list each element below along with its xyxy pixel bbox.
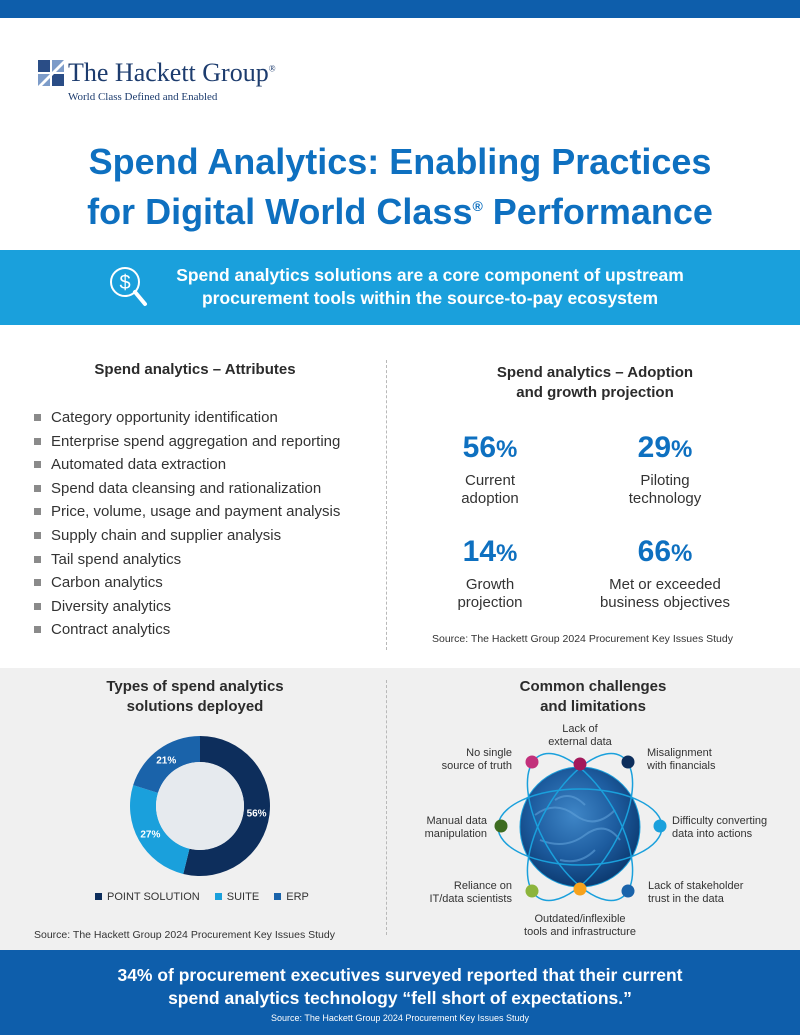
attribute-item: Spend data cleansing and rationalization (34, 479, 340, 503)
challenge-no-single-source: No single source of truth (441, 747, 512, 772)
challenge-manual-data: Manual data manipulation (424, 815, 487, 840)
challenge-difficulty-converting: Difficulty converting data into actions (672, 815, 768, 840)
bullet-icon (34, 579, 41, 587)
legend-item-point-solution: POINT SOLUTION (95, 891, 200, 903)
bullet-icon (34, 555, 41, 563)
challenges-globe-diagram (494, 752, 667, 902)
section-divider (386, 360, 387, 650)
bullet-icon (34, 437, 41, 445)
attribute-item: Automated data extraction (34, 455, 340, 479)
legend-swatch (214, 893, 222, 900)
top-bar (0, 0, 800, 18)
attributes-heading: Spend analytics – Attributes (94, 361, 296, 378)
dollar-search-icon: $ (110, 267, 147, 306)
challenge-stakeholder-trust: Lack of stakeholder trust in the data (648, 880, 744, 905)
donut-data-label: 27% (140, 830, 160, 841)
node-manual-data (494, 819, 508, 833)
bullet-icon (34, 414, 41, 421)
bullet-icon (34, 602, 41, 610)
attribute-item: Supply chain and supplier analysis (34, 526, 340, 550)
attribute-item: Tail spend analytics (34, 550, 340, 574)
svg-text:$: $ (119, 272, 130, 294)
donut-hole (156, 762, 244, 850)
attribute-item: Carbon analytics (34, 573, 340, 597)
orbit-ring (526, 752, 634, 902)
stat-current-adoption: 56% Current adoption (461, 431, 519, 507)
globe-texture (534, 795, 621, 863)
solutions-donut-chart: 56% 27% 21% (129, 736, 270, 876)
solutions-source: Source: The Hackett Group 2024 Procureme… (34, 929, 335, 941)
node-lack-external-data (573, 757, 587, 771)
node-reliance-it (525, 884, 539, 898)
solutions-heading: Types of spend analytics solutions deplo… (106, 678, 284, 715)
node-stakeholder-trust (621, 884, 635, 898)
donut-slice-suite (129, 785, 190, 874)
footer-statement: 34% of procurement executives surveyed r… (117, 965, 683, 1008)
footer-banner: 34% of procurement executives surveyed r… (0, 950, 800, 1035)
section-divider-lower (386, 680, 387, 935)
challenge-reliance-it: Reliance on IT/data scientists (429, 880, 512, 905)
node-misalignment (621, 755, 635, 769)
attribute-item: Contract analytics (34, 620, 340, 644)
attributes-list: Category opportunity identification Enter… (34, 408, 340, 644)
legend-item-suite: SUITE (214, 891, 259, 903)
logo-mark-icon (38, 60, 64, 86)
node-difficulty-converting (653, 819, 667, 833)
banner-text: Spend analytics solutions are a core com… (176, 265, 684, 308)
attribute-item: Diversity analytics (34, 597, 340, 621)
attribute-item: Enterprise spend aggregation and reporti… (34, 432, 340, 456)
bullet-icon (34, 626, 41, 634)
node-outdated-tools (573, 882, 587, 896)
bullet-icon (34, 484, 41, 492)
bullet-icon (34, 531, 41, 539)
stat-growth-projection: 14% Growth projection (457, 535, 523, 611)
donut-data-label: 56% (247, 808, 267, 819)
chart-legend: POINT SOLUTION SUITE ERP (95, 891, 321, 903)
node-no-single-source (525, 755, 539, 769)
challenge-outdated-tools: Outdated/inflexible tools and infrastruct… (524, 913, 636, 938)
adoption-heading: Spend analytics – Adoption and growth pr… (496, 364, 694, 401)
adoption-source: Source: The Hackett Group 2024 Procureme… (432, 633, 733, 645)
legend-swatch (274, 893, 282, 900)
stat-met-objectives: 66% Met or exceeded business objectives (599, 535, 731, 611)
footer-source: Source: The Hackett Group 2024 Procureme… (271, 1013, 529, 1023)
bullet-icon (34, 508, 41, 516)
globe (520, 767, 640, 887)
page-title: Spend Analytics: Enabling Practices for … (87, 141, 713, 232)
key-message-banner: $ Spend analytics solutions are a core c… (0, 250, 800, 325)
donut-slice-erp (133, 736, 200, 793)
donut-slice-point-solution (183, 736, 270, 876)
bullet-icon (34, 461, 41, 469)
orbit-ring (526, 752, 634, 902)
company-tagline: World Class Defined and Enabled (68, 91, 218, 103)
stat-piloting-technology: 29% Piloting technology (628, 431, 702, 507)
company-name: The Hackett Group® (68, 58, 276, 87)
donut-data-label: 21% (156, 756, 176, 767)
legend-item-erp: ERP (274, 891, 309, 903)
challenge-misalignment: Misalignment with financials (647, 747, 716, 772)
challenges-heading: Common challenges and limitations (519, 678, 667, 715)
attribute-item: Category opportunity identification (34, 408, 340, 432)
challenge-lack-external-data: Lack of external data (548, 723, 612, 748)
legend-swatch (95, 893, 102, 900)
attribute-item: Price, volume, usage and payment analysi… (34, 502, 340, 526)
